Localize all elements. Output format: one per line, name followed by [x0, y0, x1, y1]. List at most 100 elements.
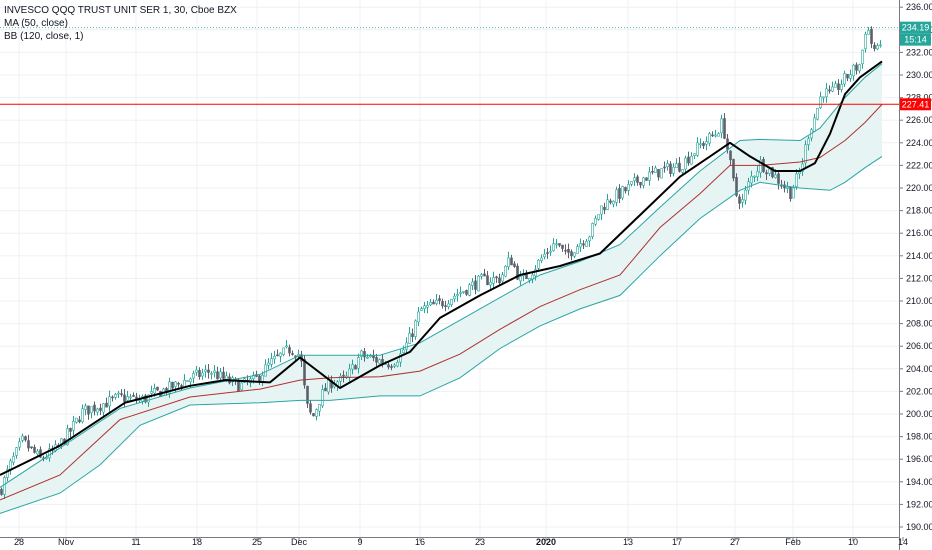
candle-body	[732, 159, 735, 179]
candle-body	[819, 96, 822, 108]
candle-body	[33, 446, 36, 453]
candle-body	[348, 368, 351, 378]
candle-body	[735, 176, 738, 196]
candle-body	[420, 308, 423, 311]
candle-body	[675, 163, 678, 169]
candle-body	[801, 163, 804, 172]
candle-body	[678, 162, 681, 172]
candle-body	[639, 181, 642, 186]
candle-body	[834, 83, 837, 88]
candle-body	[390, 366, 393, 368]
price-tick-label: 190.00	[906, 522, 932, 532]
candle-body	[441, 301, 444, 307]
candle-body	[852, 64, 855, 77]
candle-body	[0, 489, 3, 495]
candle-body	[558, 243, 561, 246]
candle-body	[777, 173, 780, 184]
candle-body	[837, 83, 840, 90]
candle-body	[816, 107, 819, 120]
candle-body	[279, 352, 282, 357]
candle-body	[510, 257, 513, 266]
candle-body	[699, 143, 702, 146]
candle-body	[753, 175, 756, 178]
candle-body	[201, 372, 204, 377]
time-tick-label: 18	[192, 537, 202, 547]
candle-body	[18, 441, 21, 448]
last-price-badge: 234.19	[902, 23, 930, 33]
candle-body	[327, 378, 330, 393]
candle-body	[30, 446, 33, 449]
candle-body	[405, 342, 408, 350]
candle-body	[216, 371, 219, 380]
last-price-badge-bg	[900, 21, 931, 34]
candle-body	[804, 144, 807, 164]
candle-body	[786, 187, 789, 189]
candle-body	[96, 408, 99, 413]
candle-body	[627, 184, 630, 191]
candle-body	[267, 362, 270, 366]
candle-body	[426, 305, 429, 308]
candle-body	[363, 351, 366, 358]
bb-basis-line	[0, 104, 883, 501]
candle-body	[12, 456, 15, 463]
countdown-badge-bg	[900, 33, 931, 46]
candle-body	[765, 172, 768, 175]
candle-body	[588, 236, 591, 242]
candle-body	[306, 385, 309, 404]
candle-body	[507, 257, 510, 268]
candle-body	[486, 275, 489, 285]
candle-body	[492, 277, 495, 284]
candle-body	[642, 177, 645, 186]
hline-price-badge: 227.41	[902, 99, 930, 109]
candle-body	[585, 241, 588, 247]
candle-body	[411, 333, 414, 337]
symbol-title[interactable]: INVESCO QQQ TRUST UNIT SER 1, 30, Cboe B…	[4, 5, 237, 16]
candle-body	[114, 393, 117, 398]
candle-body	[375, 357, 378, 363]
candle-body	[594, 217, 597, 225]
candle-body	[861, 49, 864, 64]
indicator-lines	[0, 27, 899, 514]
candle-body	[663, 166, 666, 169]
candle-body	[612, 200, 615, 205]
candle-body	[573, 252, 576, 257]
candle-body	[132, 395, 135, 397]
bb-indicator-label[interactable]: BB (120, close, 1)	[4, 31, 84, 42]
candle-body	[183, 380, 186, 388]
candle-body	[750, 175, 753, 184]
candle-body	[111, 396, 114, 399]
candle-body	[93, 404, 96, 412]
candle-body	[471, 281, 474, 286]
candle-body	[540, 257, 543, 261]
candle-body	[609, 200, 612, 203]
candle-body	[351, 364, 354, 370]
candle-body	[189, 378, 192, 383]
candle-body	[789, 186, 792, 200]
candle-body	[108, 396, 111, 407]
candle-body	[318, 404, 321, 412]
ma-indicator-label[interactable]: MA (50, close)	[4, 18, 68, 29]
candle-body	[513, 263, 516, 267]
candle-body	[462, 291, 465, 293]
candle-body	[117, 392, 120, 395]
candle-body	[657, 169, 660, 178]
price-axis[interactable]: 190.00 192.00 194.00 196.00 198.00 200.00 202.…	[899, 2, 932, 532]
candle-body	[21, 435, 24, 441]
time-tick-label: 23	[475, 537, 485, 547]
candle-body	[456, 294, 459, 297]
candle-body	[213, 370, 216, 373]
price-tick-label: 224.00	[906, 138, 932, 148]
candle-body	[465, 289, 468, 295]
candle-body	[69, 428, 72, 432]
candle-body	[144, 395, 147, 403]
time-axis[interactable]: 28 Nov 11 18 25 Dec 9 16 23 2020 13 17 27 Feb 10 14	[14, 537, 908, 547]
price-tick-label: 206.00	[906, 341, 932, 351]
candle-body	[654, 167, 657, 173]
candle-body	[723, 118, 726, 139]
candle-body	[669, 163, 672, 174]
candle-body	[867, 30, 870, 35]
candle-body	[648, 171, 651, 181]
price-tick-label: 194.00	[906, 477, 932, 487]
candle-body	[855, 64, 858, 71]
